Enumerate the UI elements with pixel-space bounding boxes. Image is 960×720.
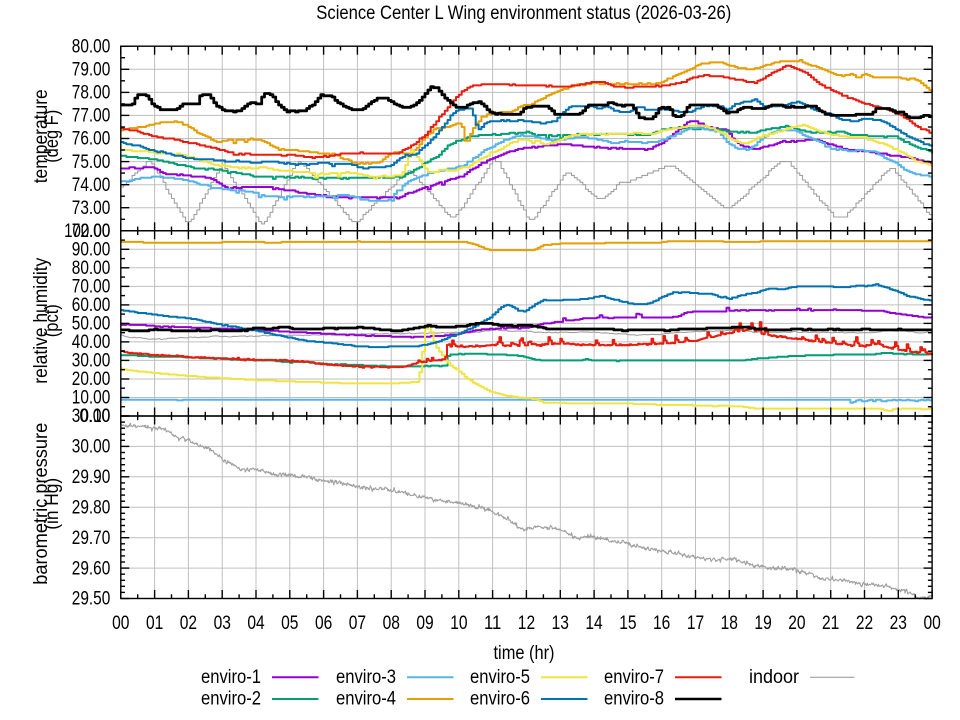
svg-text:29.50: 29.50 [72,589,111,610]
svg-text:08: 08 [383,613,400,634]
svg-text:0.00: 0.00 [80,406,111,427]
svg-text:29.60: 29.60 [72,558,111,579]
svg-text:16: 16 [653,613,670,634]
svg-text:10: 10 [450,613,467,634]
svg-text:50.00: 50.00 [72,314,111,335]
svg-text:time (hr): time (hr) [494,643,555,664]
svg-text:18: 18 [721,613,738,634]
svg-text:indoor: indoor [749,667,800,688]
svg-text:80.00: 80.00 [72,258,111,279]
svg-text:20: 20 [788,613,805,634]
svg-text:enviro-3: enviro-3 [336,667,396,688]
svg-text:100.00: 100.00 [64,221,110,242]
svg-text:76.00: 76.00 [72,129,111,150]
svg-text:07: 07 [349,613,366,634]
svg-text:04: 04 [247,613,265,634]
svg-text:(pct): (pct) [42,304,63,337]
svg-text:77.00: 77.00 [72,106,111,127]
svg-text:00: 00 [112,613,129,634]
svg-text:19: 19 [754,613,771,634]
svg-text:09: 09 [416,613,433,634]
svg-text:00: 00 [923,613,940,634]
svg-text:enviro-5: enviro-5 [470,667,530,688]
svg-text:40.00: 40.00 [72,332,111,353]
svg-text:23: 23 [890,613,907,634]
svg-text:73.00: 73.00 [72,198,111,219]
svg-text:(deg F): (deg F) [42,110,63,163]
svg-text:01: 01 [146,613,163,634]
svg-text:30.10: 30.10 [72,406,111,427]
svg-text:17: 17 [687,613,704,634]
svg-text:22: 22 [856,613,873,634]
svg-text:enviro-2: enviro-2 [201,689,261,710]
svg-text:60.00: 60.00 [72,295,111,316]
svg-text:30.00: 30.00 [72,437,111,458]
svg-text:29.80: 29.80 [72,497,111,518]
svg-text:29.70: 29.70 [72,528,111,549]
svg-text:Science Center L Wing environm: Science Center L Wing environment status… [316,3,731,24]
svg-text:relative humidity: relative humidity [31,257,52,383]
svg-text:20.00: 20.00 [72,369,111,390]
svg-text:15: 15 [619,613,636,634]
svg-text:enviro-8: enviro-8 [604,689,664,710]
svg-text:30.00: 30.00 [72,351,111,372]
svg-text:05: 05 [281,613,298,634]
svg-text:temperature: temperature [31,89,52,183]
svg-text:enviro-1: enviro-1 [201,667,261,688]
svg-text:90.00: 90.00 [72,240,111,261]
svg-text:02: 02 [180,613,197,634]
svg-text:enviro-6: enviro-6 [470,689,530,710]
svg-text:13: 13 [552,613,569,634]
svg-text:10.00: 10.00 [72,388,111,409]
svg-text:03: 03 [214,613,231,634]
svg-text:78.00: 78.00 [72,83,111,104]
svg-text:06: 06 [315,613,332,634]
svg-text:11: 11 [484,613,501,634]
svg-text:74.00: 74.00 [72,175,111,196]
svg-text:79.00: 79.00 [72,59,111,80]
svg-text:14: 14 [585,613,603,634]
svg-text:12: 12 [518,613,535,634]
svg-text:80.00: 80.00 [72,36,111,57]
svg-text:enviro-7: enviro-7 [604,667,664,688]
svg-text:barometric pressure: barometric pressure [31,423,52,585]
svg-text:72.00: 72.00 [72,221,111,242]
svg-text:75.00: 75.00 [72,152,111,173]
svg-text:70.00: 70.00 [72,277,111,298]
svg-text:29.90: 29.90 [72,467,111,488]
svg-text:enviro-4: enviro-4 [336,689,396,710]
svg-text:21: 21 [822,613,839,634]
svg-text:(in Hg): (in Hg) [42,478,63,530]
